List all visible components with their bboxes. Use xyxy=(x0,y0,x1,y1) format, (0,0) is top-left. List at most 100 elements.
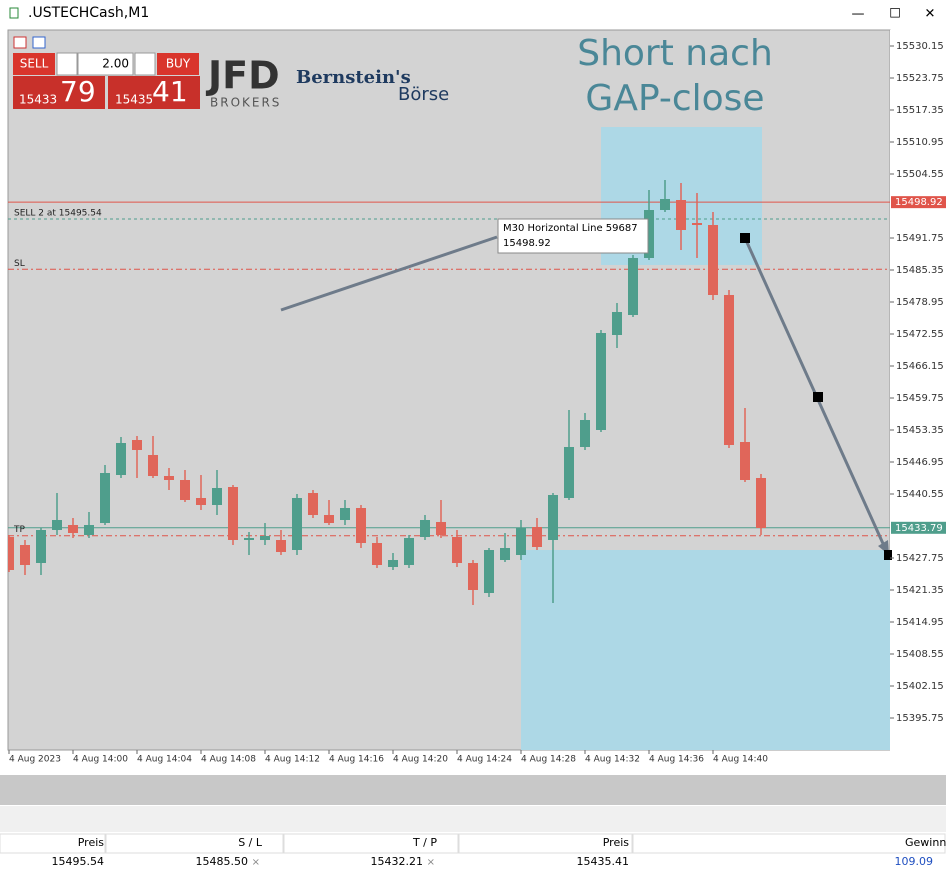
candle-body xyxy=(580,420,590,447)
header-label: Preis xyxy=(603,836,630,849)
y-tick-label: 15530.15 xyxy=(896,41,944,52)
x-tick-label: 4 Aug 14:00 xyxy=(73,755,128,765)
volume: 2.00 xyxy=(102,57,129,71)
x-tick-label: 4 Aug 2023 xyxy=(9,755,61,765)
candle-body xyxy=(596,333,606,430)
y-tick-label: 15510.95 xyxy=(896,137,944,148)
annotation: Short nach xyxy=(577,33,773,74)
buy-label: BUY xyxy=(166,57,191,71)
cell: 15495.54 xyxy=(52,855,105,868)
candle-body xyxy=(228,487,238,540)
minimize[interactable]: — xyxy=(852,7,865,22)
jfd-sub: BROKERS xyxy=(210,96,281,110)
y-tick-label: 15472.55 xyxy=(896,329,944,340)
y-tick-label: 15414.95 xyxy=(896,617,944,628)
y-tick-label: 15485.35 xyxy=(896,265,944,276)
y-tick-label: 15504.55 xyxy=(896,169,944,180)
icon[interactable] xyxy=(32,36,46,49)
candle-body xyxy=(100,473,110,523)
cell: 15432.21 xyxy=(371,855,424,868)
y-tick-label: 15427.75 xyxy=(896,553,944,564)
y-tick-label: 15402.15 xyxy=(896,681,944,692)
rectangle xyxy=(521,550,890,750)
candle-body xyxy=(52,520,62,530)
volume-down[interactable] xyxy=(56,52,78,76)
candle-body xyxy=(20,545,30,565)
bid-small: 79 xyxy=(60,75,96,108)
y-tick-label: 15478.95 xyxy=(896,297,944,308)
price-label-box xyxy=(891,521,946,534)
boerse-logo: Börse xyxy=(398,84,449,105)
handle xyxy=(740,233,750,243)
candle-body xyxy=(212,488,222,505)
y-tick-label: 15517.35 xyxy=(896,105,944,116)
candle-body xyxy=(36,530,46,563)
y-tick-label: 15459.75 xyxy=(896,393,944,404)
y-tick-label: 15523.75 xyxy=(896,73,944,84)
candle-body xyxy=(420,520,430,537)
candle-body xyxy=(436,522,446,535)
remove-icon[interactable]: × xyxy=(252,857,260,868)
candle-body xyxy=(692,223,702,225)
x-tick-label: 4 Aug 14:40 xyxy=(713,755,768,765)
title-bar xyxy=(0,0,946,28)
close[interactable]: ✕ xyxy=(925,7,936,22)
header-label: Gewinn xyxy=(905,836,946,849)
candle-body xyxy=(660,199,670,210)
candle-body xyxy=(68,525,78,533)
cell: 15485.50 xyxy=(196,855,249,868)
candle-body xyxy=(740,442,750,480)
icon[interactable] xyxy=(13,36,27,49)
candle-body xyxy=(308,493,318,515)
x-tick-label: 4 Aug 14:12 xyxy=(265,755,320,765)
candle-body xyxy=(388,560,398,567)
price-label: 15433.79 xyxy=(895,523,943,534)
ask-big: 15435 xyxy=(115,93,153,107)
toolbar xyxy=(0,775,946,805)
maximize[interactable]: ☐ xyxy=(889,7,901,22)
header-cell xyxy=(283,833,459,854)
candle-body xyxy=(756,478,766,528)
line-label: TP xyxy=(13,525,25,535)
cell: 109.09 xyxy=(895,855,934,868)
candle-body xyxy=(708,225,718,295)
header-cell xyxy=(105,833,284,854)
x-tick-label: 4 Aug 14:08 xyxy=(201,755,256,765)
cell: 15435.41 xyxy=(577,855,630,868)
candle-body xyxy=(548,495,558,540)
candle-body xyxy=(676,200,686,230)
sell-button[interactable] xyxy=(13,53,55,75)
bernstein-logo: Bernstein's xyxy=(296,67,411,88)
candle-body xyxy=(196,498,206,505)
y-tick-label: 15446.95 xyxy=(896,457,944,468)
price-axis xyxy=(890,30,946,770)
y-tick-label: 15440.55 xyxy=(896,489,944,500)
x-tick-label: 4 Aug 14:24 xyxy=(457,755,512,765)
header-label: Preis xyxy=(78,836,105,849)
header-cell xyxy=(632,833,946,854)
candle-body xyxy=(164,476,174,480)
candle-body xyxy=(452,537,462,563)
y-tick-label: 15421.35 xyxy=(896,585,944,596)
buy-button[interactable] xyxy=(157,53,199,75)
window-title: .USTECHCash,M1 xyxy=(28,5,149,21)
candle-body xyxy=(628,258,638,315)
y-tick-label: 15491.75 xyxy=(896,233,944,244)
x-tick-label: 4 Aug 14:20 xyxy=(393,755,448,765)
annotation: GAP-close xyxy=(585,78,764,119)
candle-body xyxy=(180,480,190,500)
candle-body xyxy=(276,540,286,552)
line-label: SL xyxy=(14,259,25,269)
remove-icon[interactable]: × xyxy=(427,857,435,868)
candle-body xyxy=(148,455,158,476)
bid-box[interactable] xyxy=(13,76,105,109)
x-tick-label: 4 Aug 14:32 xyxy=(585,755,640,765)
header-cell xyxy=(0,833,106,854)
volume-up[interactable] xyxy=(134,52,156,76)
candle-body xyxy=(8,537,14,570)
bid-big: 15433 xyxy=(19,93,57,107)
candle-body xyxy=(356,508,366,543)
ask-box[interactable] xyxy=(108,76,200,109)
candle-body xyxy=(260,536,270,540)
volume-input[interactable] xyxy=(77,52,134,76)
